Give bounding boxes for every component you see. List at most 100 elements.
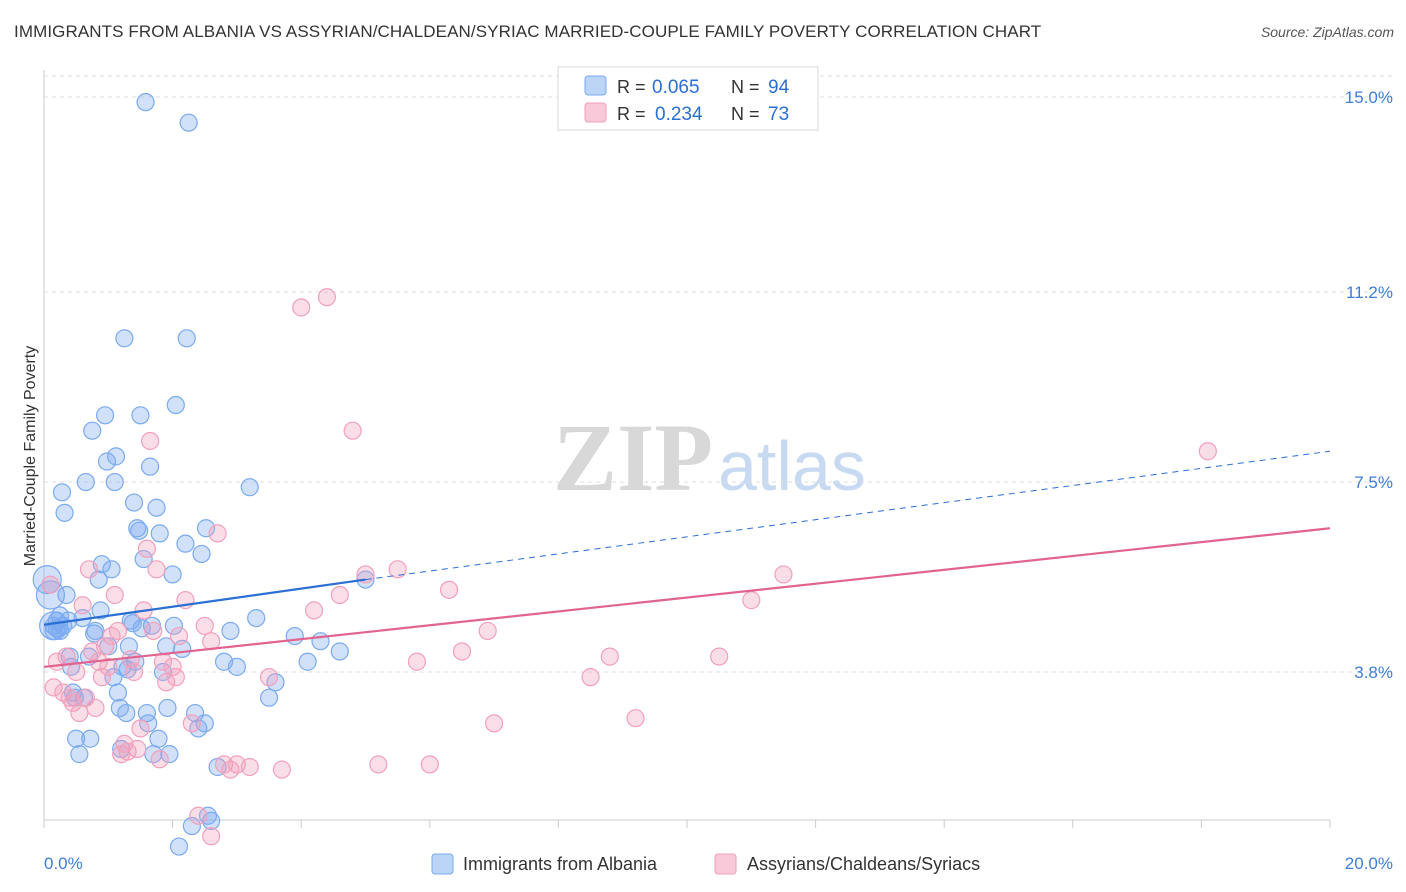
point-pink-41 — [189, 806, 208, 825]
series-legend-swatch-pink — [714, 853, 737, 875]
point-pink-11 — [79, 560, 99, 579]
point-blue-60 — [150, 524, 169, 543]
point-pink-42 — [195, 616, 214, 635]
point-blue-78 — [196, 519, 216, 538]
x-tick-max: 20.0% — [1345, 854, 1393, 873]
watermark-zip: ZIP — [553, 404, 713, 511]
point-blue-47 — [128, 519, 147, 538]
point-pink-61 — [439, 580, 459, 599]
point-blue-16 — [70, 745, 89, 764]
point-blue-50 — [132, 619, 151, 638]
point-blue-67 — [166, 395, 185, 415]
point-blue-39 — [115, 329, 134, 348]
axes — [43, 70, 1331, 828]
series-legend-swatch-blue — [431, 853, 454, 875]
x-tick-labels: 0.0% 20.0% — [44, 854, 1393, 873]
point-blue-77 — [195, 714, 214, 733]
point-pink-1 — [44, 678, 63, 697]
point-blue-21 — [81, 729, 100, 748]
point-pink-66 — [600, 647, 619, 666]
point-pink-13 — [86, 698, 105, 718]
point-pink-58 — [388, 560, 407, 579]
point-pink-49 — [259, 668, 279, 687]
point-blue-64 — [160, 745, 179, 764]
point-pink-26 — [128, 739, 147, 759]
point-pink-20 — [108, 621, 128, 641]
trend-line-blue-extension — [365, 450, 1331, 581]
y-tick-label-3: 15.0% — [1345, 88, 1393, 107]
point-pink-60 — [420, 755, 439, 774]
point-blue-15 — [67, 729, 86, 748]
point-pink-55 — [343, 421, 362, 440]
y-axis-title: Married-Couple Family Poverty — [22, 346, 39, 567]
point-pink-19 — [105, 585, 124, 605]
point-pink-72 — [202, 827, 221, 846]
y-tick-labels: 3.8% 7.5% 11.2% 15.0% — [1345, 88, 1393, 682]
point-blue-90 — [298, 652, 317, 671]
point-blue-85 — [240, 478, 259, 497]
point-pink-0 — [41, 575, 60, 594]
point-pink-44 — [208, 524, 227, 543]
point-blue-91 — [311, 632, 330, 651]
y-tick-label-2: 11.2% — [1346, 283, 1393, 302]
y-tick-label-1: 7.5% — [1354, 473, 1393, 492]
point-blue-83 — [221, 621, 240, 641]
point-pink-29 — [137, 539, 156, 558]
point-blue-22 — [83, 421, 102, 440]
point-blue-59 — [149, 729, 168, 748]
point-pink-59 — [407, 652, 427, 671]
point-blue-68 — [169, 837, 189, 856]
point-pink-71 — [1198, 442, 1217, 461]
point-pink-64 — [485, 714, 504, 733]
point-blue-79 — [198, 806, 218, 825]
point-pink-70 — [774, 565, 793, 584]
point-pink-48 — [240, 757, 259, 777]
source-credit: Source: ZipAtlas.com — [1260, 24, 1394, 40]
stats-r-value-2: 0.234 — [655, 104, 703, 125]
big-point-blue-2 — [39, 611, 69, 641]
stats-n-label-2: N = — [731, 104, 760, 124]
stats-legend-swatch-blue — [584, 75, 607, 96]
stats-n-value-1: 94 — [768, 77, 790, 98]
gridlines — [44, 75, 1393, 673]
point-blue-70 — [176, 534, 195, 553]
point-blue-33 — [105, 472, 124, 492]
point-pink-65 — [581, 668, 600, 687]
point-blue-24 — [86, 621, 105, 641]
point-pink-52 — [304, 601, 324, 620]
trend-line-blue — [43, 578, 366, 626]
trend-lines — [43, 450, 1331, 668]
point-blue-49 — [131, 406, 150, 425]
point-pink-17 — [99, 657, 118, 676]
point-pink-27 — [131, 719, 150, 738]
point-blue-84 — [227, 657, 246, 676]
point-pink-31 — [144, 621, 163, 641]
stats-r-label-2: R = — [617, 104, 646, 124]
point-blue-28 — [95, 406, 115, 425]
point-pink-37 — [166, 668, 185, 687]
point-pink-32 — [147, 560, 166, 579]
point-pink-51 — [292, 298, 311, 317]
point-pink-54 — [330, 585, 349, 605]
point-blue-19 — [76, 472, 95, 492]
point-pink-9 — [73, 596, 92, 615]
point-pink-69 — [742, 591, 761, 610]
point-pink-30 — [140, 431, 160, 451]
point-blue-44 — [123, 614, 142, 633]
watermark-atlas: atlas — [718, 427, 866, 505]
point-blue-58 — [147, 498, 166, 517]
point-blue-35 — [108, 683, 128, 702]
chart-title: IMMIGRANTS FROM ALBANIA VS ASSYRIAN/CHAL… — [14, 22, 1042, 41]
point-blue-72 — [179, 113, 198, 132]
point-pink-38 — [169, 626, 189, 646]
point-pink-15 — [92, 668, 111, 687]
point-blue-40 — [117, 703, 136, 723]
point-pink-4 — [57, 647, 76, 666]
point-pink-67 — [626, 709, 645, 728]
point-pink-53 — [317, 288, 337, 307]
stats-legend: R = 0.065 N = 94 R = 0.234 N = 73 — [557, 66, 819, 131]
point-blue-92 — [330, 642, 349, 661]
y-tick-label-0: 3.8% — [1354, 663, 1393, 682]
stats-n-label-1: N = — [731, 77, 760, 97]
point-pink-16 — [95, 637, 115, 656]
